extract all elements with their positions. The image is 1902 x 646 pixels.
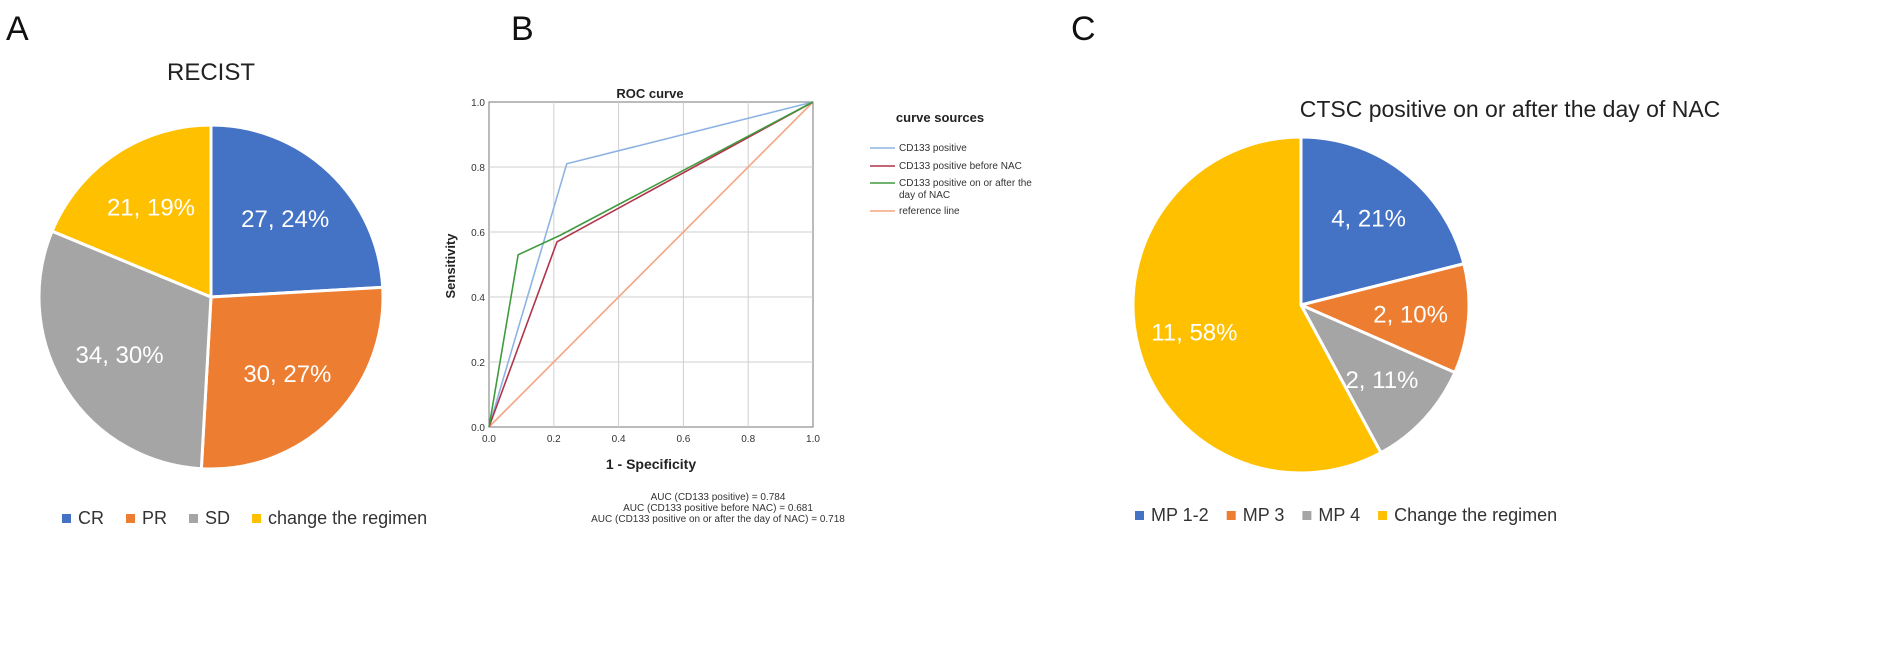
- legend-item-cd133-positive-before-nac: CD133 positive before NAC: [870, 161, 1022, 172]
- auc-note: AUC (CD133 positive) = 0.784: [651, 492, 786, 503]
- pie-data-label-cr: 27, 24%: [241, 206, 329, 233]
- legend-label: change the regimen: [268, 508, 427, 528]
- legend-swatch: [1226, 511, 1236, 520]
- panel-letter-b: B: [511, 10, 534, 48]
- grid-lines: [489, 102, 813, 427]
- legend-label: PR: [142, 508, 167, 528]
- chart-title-roc: ROC curve: [616, 86, 683, 101]
- legend-swatch: [189, 514, 199, 523]
- legend-swatch: [62, 514, 71, 523]
- legend-item-change-the-regimen: Change the regimen: [1378, 505, 1557, 525]
- roc-line-cd133-positive-before-nac: [488, 101, 814, 428]
- auc-note: AUC (CD133 positive on or after the day …: [591, 514, 845, 525]
- legend-label: MP 4: [1318, 505, 1360, 525]
- pie-slice-mp-4: [1297, 301, 1457, 455]
- y-tick-label: 0.0: [471, 423, 485, 434]
- roc-line-reference-line: [488, 101, 814, 428]
- pie-data-label-mp-3: 2, 10%: [1373, 301, 1448, 328]
- pie-data-labels: 27, 24% 30, 27% 34, 30% 21, 19%: [76, 195, 332, 388]
- axis-ticks: 0.0 0.2 0.4 0.6 0.8 1.0 0.0 0.2 0.4 0.6 0.8 1.0: [471, 98, 820, 445]
- pie-chart-ctsc: CTSC positive on or after the day of NAC…: [1131, 96, 1721, 525]
- legend-item-cr: CR: [62, 508, 104, 528]
- roc-line-cd133-positive: [488, 101, 814, 428]
- y-tick-label: 0.4: [471, 293, 485, 304]
- x-tick-label: 0.2: [547, 434, 561, 445]
- legend-item-reference-line: reference line: [870, 206, 960, 217]
- pie-slices: [37, 123, 385, 471]
- x-tick-label: 1.0: [806, 434, 820, 445]
- legend-label: CR: [78, 508, 104, 528]
- legend-item-cd133-positive: CD133 positive: [870, 143, 967, 154]
- legend-item-cd133-positive-on-or-after-the-day-of-nac: CD133 positive on or after the day of NAC: [870, 178, 1032, 201]
- pie-data-label-change-the-regimen: 21, 19%: [107, 195, 195, 222]
- roc-chart: ROC curve 0.0 0.2 0.4 0.6 0.8 1.0 0.0 0.2 0.4 0.6…: [443, 86, 1032, 525]
- roc-legend: CD133 positive CD133 positive before NAC C…: [870, 143, 1032, 217]
- pie-legend: MP 1-2 MP 3 MP 4 Change the regimen: [1135, 505, 1557, 525]
- legend-swatch: [1135, 511, 1144, 520]
- pie-chart-recist: RECIST 27, 24% 30, 27% 34, 30% 21, 19% CR PR…: [37, 59, 427, 528]
- legend-label: Change the regimen: [1394, 505, 1557, 525]
- pie-slice-change-the-regimen: [50, 123, 213, 300]
- auc-note: AUC (CD133 positive before NAC) = 0.681: [623, 503, 813, 514]
- pie-data-label-sd: 34, 30%: [76, 342, 164, 369]
- legend-item-pr: PR: [126, 508, 167, 528]
- pie-slice-mp-3: [1296, 261, 1471, 375]
- legend-item-change-the-regimen: change the regimen: [252, 508, 427, 528]
- y-axis-label: Sensitivity: [443, 233, 458, 299]
- x-tick-label: 0.8: [741, 434, 755, 445]
- pie-slice-sd: [37, 229, 213, 471]
- legend-label: MP 1-2: [1151, 505, 1209, 525]
- x-tick-label: 0.4: [612, 434, 626, 445]
- panel-letter-a: A: [6, 10, 29, 48]
- pie-slice-cr: [209, 123, 385, 299]
- pie-data-label-pr: 30, 27%: [243, 361, 331, 388]
- legend-title-curve-sources: curve sources: [896, 110, 984, 125]
- panel-letter-c: C: [1071, 10, 1096, 48]
- legend-label: CD133 positive on or after the day of NAC: [899, 178, 1032, 201]
- y-tick-label: 0.6: [471, 228, 485, 239]
- legend-label: reference line: [899, 206, 960, 217]
- pie-data-labels: 4, 21% 2, 10% 2, 11% 11, 58%: [1151, 206, 1448, 394]
- legend-label: SD: [205, 508, 230, 528]
- pie-data-label-mp-4: 2, 11%: [1345, 367, 1418, 394]
- pie-data-label-change-the-regimen: 11, 58%: [1151, 319, 1237, 346]
- legend-swatch: [1302, 511, 1312, 520]
- legend-item-sd: SD: [189, 508, 230, 528]
- legend-label: CD133 positive: [899, 143, 967, 154]
- roc-line-cd133-positive-on-or-after-the-day-of-nac: [488, 101, 814, 428]
- pie-slices: [1131, 135, 1471, 475]
- legend-item-mp-3: MP 3: [1226, 505, 1285, 525]
- roc-series: [488, 101, 814, 428]
- legend-swatch: [126, 514, 135, 523]
- y-tick-label: 0.2: [471, 358, 485, 369]
- x-tick-label: 0.6: [676, 434, 690, 445]
- legend-label: MP 3: [1243, 505, 1285, 525]
- pie-legend: CR PR SD change the regimen: [62, 508, 427, 528]
- pie-slice-mp-1-2: [1299, 135, 1466, 307]
- legend-item-mp-1-2: MP 1-2: [1135, 505, 1209, 525]
- x-axis-label: 1 - Specificity: [606, 456, 696, 472]
- x-tick-label: 0.0: [482, 434, 496, 445]
- legend-item-mp-4: MP 4: [1302, 505, 1360, 525]
- chart-title-recist: RECIST: [167, 59, 255, 86]
- pie-slice-change-the-regimen: [1131, 135, 1383, 475]
- pie-data-label-mp-1-2: 4, 21%: [1331, 206, 1406, 233]
- legend-label: CD133 positive before NAC: [899, 161, 1022, 172]
- y-tick-label: 1.0: [471, 98, 485, 109]
- legend-swatch: [252, 514, 262, 523]
- pie-slice-pr: [199, 285, 385, 471]
- y-tick-label: 0.8: [471, 163, 485, 174]
- legend-swatch: [1378, 511, 1388, 520]
- chart-title-ctsc: CTSC positive on or after the day of NAC: [1300, 96, 1721, 122]
